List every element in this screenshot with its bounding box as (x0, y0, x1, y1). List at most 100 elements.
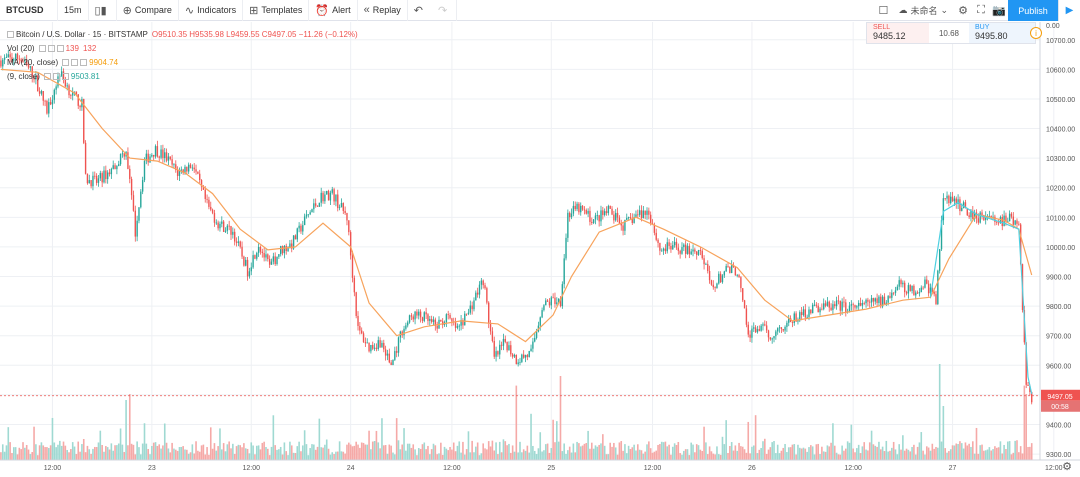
replay-button[interactable]: «Replay (358, 0, 408, 21)
publish-label: Publish (1018, 5, 1048, 16)
volume-bar (59, 440, 61, 460)
volume-bar (60, 445, 63, 460)
candle-body (495, 351, 497, 357)
volume-bar (513, 451, 516, 460)
candle-body (948, 195, 950, 204)
price-tick-label: 10500.00 (1046, 97, 1075, 104)
candle-body (718, 273, 720, 284)
volume-bar (1030, 443, 1033, 460)
candle-body (613, 214, 615, 221)
templates-button[interactable]: ⊞ Templates (243, 0, 310, 21)
volume-bar (430, 449, 433, 460)
info-icon[interactable]: i (1030, 27, 1042, 39)
volume-bar (244, 448, 247, 460)
candle-body (517, 362, 519, 365)
volume-bar (362, 442, 365, 460)
volume-bar (607, 454, 610, 460)
candle-body (233, 231, 236, 242)
volume-bar (835, 452, 838, 460)
candle-body (287, 248, 289, 251)
chart-type-button[interactable]: ▯▮ (89, 0, 117, 21)
volume-bar (397, 440, 400, 460)
snapshot-button[interactable]: 📷 (990, 0, 1008, 21)
volume-bar (885, 440, 888, 460)
fullscreen-icon: ⛶ (977, 4, 985, 16)
sell-value: 9485.12 (873, 31, 906, 41)
close-icon[interactable] (61, 72, 69, 80)
candle-body (151, 154, 153, 157)
candle-body (554, 297, 556, 305)
fullscreen-button[interactable]: ⛶ (972, 0, 990, 21)
volume-bar (500, 452, 503, 460)
candle-body (272, 256, 275, 262)
candle-body (940, 220, 943, 250)
candle-body (782, 328, 784, 331)
eye-icon[interactable] (62, 58, 70, 66)
volume-bar (20, 449, 22, 460)
candle-body (294, 235, 297, 240)
candle-body (359, 325, 361, 331)
legend-ma[interactable]: MA (20, close) 9904.74 (7, 55, 358, 69)
layout-name-button[interactable]: ☁ 未命名 ⌄ (892, 0, 954, 21)
collapse-icon[interactable] (7, 30, 14, 38)
close-icon[interactable] (80, 58, 88, 66)
legend-vol[interactable]: Vol (20) 139 132 (7, 41, 358, 55)
volume-bar (384, 445, 387, 460)
play-button[interactable]: ▶ (1058, 0, 1080, 21)
volume-bar (557, 441, 560, 460)
volume-bar (694, 452, 696, 460)
volume-bar (25, 445, 28, 460)
legend-ma2[interactable]: (9, close) 9503.81 (7, 69, 358, 83)
alert-button[interactable]: ⏰ Alert (309, 0, 358, 21)
indicators-button[interactable]: ∿ Indicators (179, 0, 244, 21)
volume-bar (482, 443, 484, 460)
volume-bar (134, 454, 137, 460)
candle-body (230, 226, 232, 235)
candle-body (892, 292, 895, 294)
volume-bar (239, 445, 242, 460)
volume-bar (966, 445, 969, 460)
candle-body (456, 326, 459, 328)
candle-body (491, 331, 494, 342)
candle-body (861, 302, 864, 306)
settings-icon[interactable] (71, 58, 79, 66)
volume-bar (734, 445, 737, 460)
candle-body (933, 291, 935, 295)
layout-button[interactable]: ☐ (874, 0, 892, 21)
undo-button[interactable]: ↶ (408, 0, 432, 21)
candle-body (132, 195, 135, 211)
price-tick-label: 10300.00 (1046, 156, 1075, 163)
volume-bar (1016, 440, 1018, 460)
candle-body (307, 214, 310, 216)
eye-icon[interactable] (38, 44, 46, 52)
sell-button[interactable]: SELL 9485.12 (867, 23, 929, 43)
templates-label: Templates (261, 5, 303, 15)
candle-body (791, 322, 794, 323)
volume-bar (158, 444, 161, 460)
volume-bar (156, 445, 159, 460)
compare-button[interactable]: ⊕ Compare (117, 0, 179, 21)
volume-bar (215, 450, 218, 460)
settings-icon[interactable] (47, 44, 55, 52)
settings-icon[interactable] (52, 72, 60, 80)
volume-bar (313, 444, 315, 460)
volume-bar (625, 453, 628, 460)
settings-button[interactable]: ⚙ (954, 0, 972, 21)
symbol-search-button[interactable]: BTCUSD (0, 0, 58, 21)
volume-bar (66, 449, 68, 460)
close-icon[interactable] (56, 44, 64, 52)
chart-settings-gear-icon[interactable]: ⚙ (1062, 461, 1072, 473)
eye-icon[interactable] (43, 72, 51, 80)
interval-button[interactable]: 15m (58, 0, 89, 21)
publish-button[interactable]: Publish (1008, 0, 1058, 21)
volume-bar (776, 444, 779, 460)
buy-button[interactable]: BUY 9495.80 (969, 23, 1035, 43)
candle-body (806, 316, 808, 318)
time-tick-label: 27 (949, 465, 957, 472)
redo-button[interactable]: ↷ (432, 0, 458, 21)
volume-bar (764, 438, 766, 460)
volume-bar (287, 455, 289, 460)
volume-bar (349, 444, 352, 460)
candle-body (703, 258, 705, 265)
